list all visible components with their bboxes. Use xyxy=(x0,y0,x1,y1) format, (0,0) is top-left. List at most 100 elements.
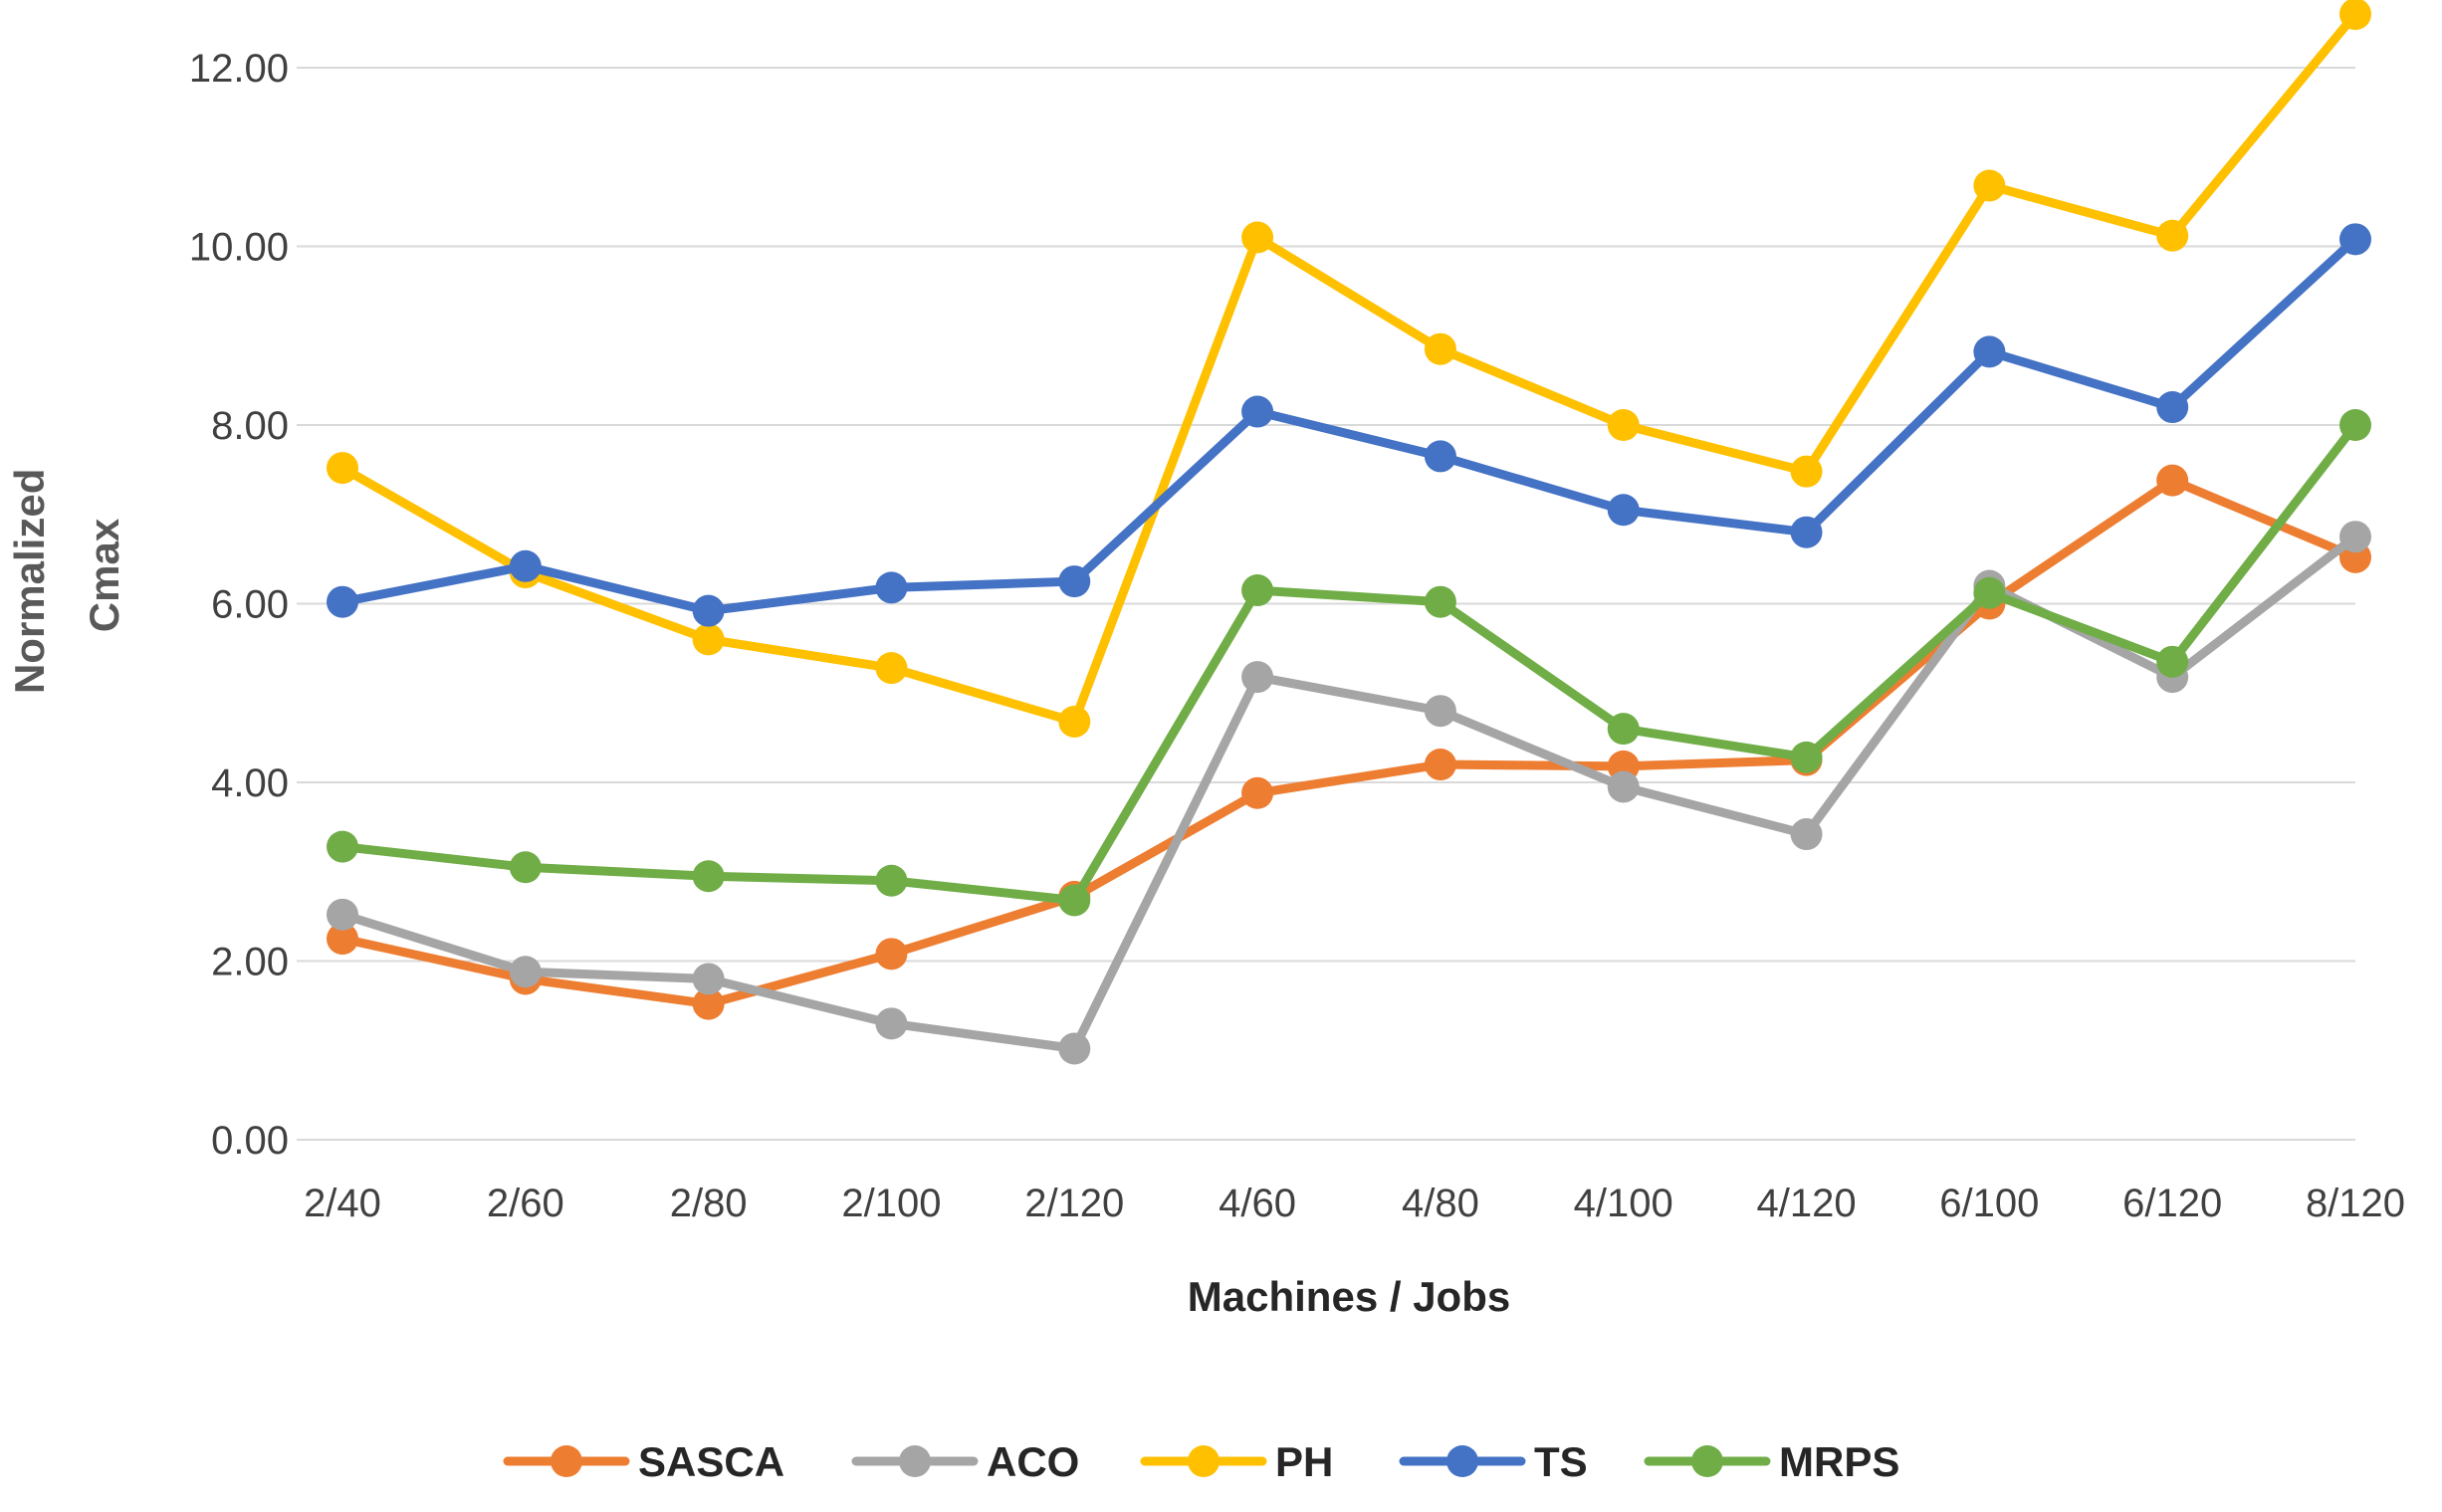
data-point xyxy=(327,585,358,618)
data-point xyxy=(1058,705,1091,738)
legend-label: ACO xyxy=(987,1438,1079,1485)
data-point xyxy=(1607,409,1640,441)
data-point xyxy=(1424,332,1456,365)
data-point xyxy=(2156,391,2189,424)
data-point xyxy=(692,860,725,893)
y-tick-label: 8.00 xyxy=(211,404,289,448)
legend-swatch-marker xyxy=(1691,1445,1723,1477)
y-axis-title: Normalized Cmax xyxy=(6,457,127,694)
legend-item-sasca: SASCA xyxy=(503,1438,784,1485)
data-point xyxy=(509,549,542,582)
data-point xyxy=(1790,516,1823,548)
data-point xyxy=(1790,741,1823,773)
series-line-sasca xyxy=(337,476,2360,1009)
y-tick-label: 4.00 xyxy=(211,761,289,805)
y-axis-title-line-2: Cmax xyxy=(81,518,127,632)
x-tick-label: 6/120 xyxy=(2122,1182,2222,1225)
data-point xyxy=(2156,464,2189,497)
legend-swatch-marker xyxy=(1446,1445,1478,1477)
x-tick-label: 2/40 xyxy=(304,1182,381,1225)
data-point xyxy=(692,987,725,1020)
data-point xyxy=(1241,776,1274,809)
x-tick-label: 2/120 xyxy=(1024,1182,1124,1225)
data-point xyxy=(2156,645,2189,678)
data-point xyxy=(1424,695,1456,728)
x-axis-title: Machines / Jobs xyxy=(1188,1273,1510,1320)
series-lines xyxy=(327,0,2371,1065)
legend-item-ph: PH xyxy=(1140,1438,1333,1485)
data-point xyxy=(875,938,908,971)
data-point xyxy=(1424,440,1456,473)
data-point xyxy=(509,956,542,988)
data-point xyxy=(2339,223,2371,256)
x-tick-label: 4/80 xyxy=(1402,1182,1479,1225)
legend-label: PH xyxy=(1275,1438,1333,1485)
data-point xyxy=(692,623,725,656)
data-point xyxy=(327,898,358,931)
data-point xyxy=(875,1007,908,1040)
data-point xyxy=(1241,395,1274,428)
legend-item-ts: TS xyxy=(1399,1438,1588,1485)
data-point xyxy=(1058,565,1091,598)
x-tick-label: 2/100 xyxy=(841,1182,941,1225)
x-tick-label: 8/120 xyxy=(2306,1182,2405,1225)
x-tick-label: 6/100 xyxy=(1939,1182,2039,1225)
data-point xyxy=(327,923,358,956)
data-point xyxy=(1241,574,1274,607)
legend-item-aco: ACO xyxy=(851,1438,1079,1485)
series-ts xyxy=(327,223,2371,627)
y-tick-label: 6.00 xyxy=(211,583,289,627)
data-point xyxy=(1607,494,1640,527)
y-axis-title-line-1: Normalized xyxy=(6,469,53,694)
x-tick-label: 2/60 xyxy=(487,1182,564,1225)
data-point xyxy=(875,571,908,604)
data-point xyxy=(1241,221,1274,254)
data-point xyxy=(1973,169,2006,202)
series-line-ts xyxy=(337,234,2360,616)
x-tick-label: 4/120 xyxy=(1756,1182,1856,1225)
data-point xyxy=(1058,884,1091,917)
y-tick-label: 0.00 xyxy=(211,1119,289,1163)
y-tick-label: 12.00 xyxy=(189,47,289,91)
data-point xyxy=(1607,770,1640,803)
series-sasca xyxy=(327,464,2371,1020)
series-mrps xyxy=(327,409,2371,917)
data-point xyxy=(1973,335,2006,368)
data-point xyxy=(1607,713,1640,746)
data-point xyxy=(1424,585,1456,618)
series-line-ph xyxy=(337,9,2360,727)
y-tick-label: 10.00 xyxy=(189,226,289,270)
legend-swatch-marker xyxy=(551,1445,582,1477)
legend-swatch-marker xyxy=(1188,1445,1220,1477)
series-ph xyxy=(327,0,2371,738)
data-point xyxy=(692,594,725,627)
data-point xyxy=(1973,576,2006,609)
data-point xyxy=(327,830,358,863)
data-point xyxy=(2339,409,2371,441)
series-aco xyxy=(327,521,2371,1065)
data-point xyxy=(2339,521,2371,553)
data-point xyxy=(1058,1032,1091,1065)
legend-item-mrps: MRPS xyxy=(1644,1438,1899,1485)
y-axis-ticks: 0.00 2.00 4.00 6.00 8.00 10.00 12.00 xyxy=(189,47,289,1163)
legend: SASCA ACO PH TS MRPS xyxy=(503,1438,1899,1485)
data-point xyxy=(875,864,908,897)
legend-label: MRPS xyxy=(1779,1438,1899,1485)
data-point xyxy=(875,652,908,685)
data-point xyxy=(2156,219,2189,252)
y-tick-label: 2.00 xyxy=(211,941,289,984)
data-point xyxy=(692,963,725,995)
series-line-mrps xyxy=(337,420,2360,905)
legend-label: SASCA xyxy=(638,1438,784,1485)
legend-label: TS xyxy=(1534,1438,1588,1485)
x-tick-label: 2/80 xyxy=(670,1182,748,1225)
x-tick-label: 4/60 xyxy=(1219,1182,1296,1225)
data-point xyxy=(1790,455,1823,488)
data-point xyxy=(1241,661,1274,694)
data-point xyxy=(2339,0,2371,31)
x-axis-ticks: 2/40 2/60 2/80 2/100 2/120 4/60 4/80 4/100 4/120… xyxy=(304,1182,2405,1225)
data-point xyxy=(1424,749,1456,781)
data-point xyxy=(327,452,358,485)
x-tick-label: 4/100 xyxy=(1574,1182,1673,1225)
